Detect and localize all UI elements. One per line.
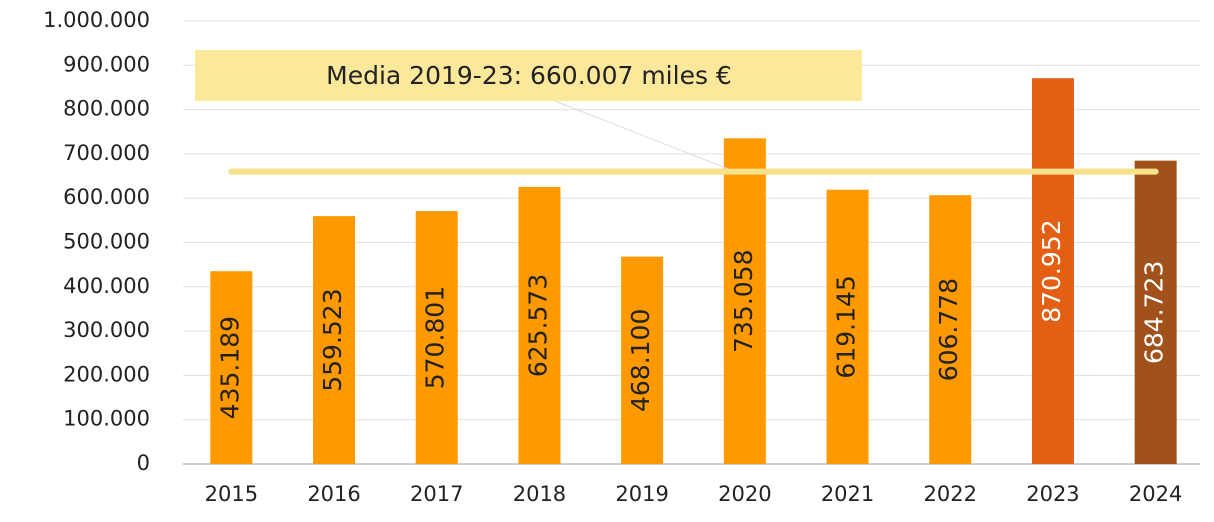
x-tick-label: 2021 [821, 482, 874, 506]
x-tick-label: 2022 [924, 482, 977, 506]
bar [518, 186, 561, 464]
value-label: 606.778 [934, 278, 963, 381]
y-tick-label: 900.000 [63, 52, 150, 76]
x-tick-label: 2020 [718, 482, 771, 506]
bar [929, 195, 972, 465]
bar [210, 271, 253, 464]
y-tick-label: 400.000 [63, 274, 150, 298]
bar [313, 216, 356, 464]
y-tick-label: 500.000 [63, 230, 150, 254]
y-tick-label: 800.000 [63, 97, 150, 121]
value-label: 735.058 [729, 249, 758, 352]
x-tick-label: 2024 [1129, 482, 1182, 506]
value-label: 684.723 [1140, 261, 1169, 364]
x-tick-label: 2018 [513, 482, 566, 506]
y-tick-label: 600.000 [63, 185, 150, 209]
bar [1134, 160, 1177, 464]
value-label: 625.573 [523, 274, 552, 377]
x-tick-label: 2015 [205, 482, 258, 506]
x-tick-label: 2016 [307, 482, 360, 506]
y-tick-label: 0 [137, 451, 150, 475]
annotation-box [195, 50, 862, 101]
value-label: 559.523 [318, 288, 347, 391]
y-tick-label: 700.000 [63, 141, 150, 165]
value-label: 468.100 [626, 309, 655, 412]
annotation: Media 2019-23: 660.007 miles € [326, 61, 732, 90]
value-label: 570.801 [421, 286, 450, 389]
y-tick-label: 1.000.000 [43, 8, 150, 32]
x-tick-label: 2019 [615, 482, 668, 506]
y-tick-label: 300.000 [63, 318, 150, 342]
y-tick-label: 100.000 [63, 407, 150, 431]
bar [826, 189, 869, 465]
bar [1031, 78, 1074, 464]
leader-line [554, 100, 736, 173]
y-tick-label: 200.000 [63, 362, 150, 386]
value-label: 619.145 [832, 275, 861, 378]
x-tick-label: 2023 [1026, 482, 1079, 506]
bar [621, 256, 664, 464]
bar [723, 138, 766, 464]
x-tick-label: 2017 [410, 482, 463, 506]
value-label: 870.952 [1037, 219, 1066, 322]
value-label: 435.189 [215, 316, 244, 419]
bar [415, 211, 458, 464]
